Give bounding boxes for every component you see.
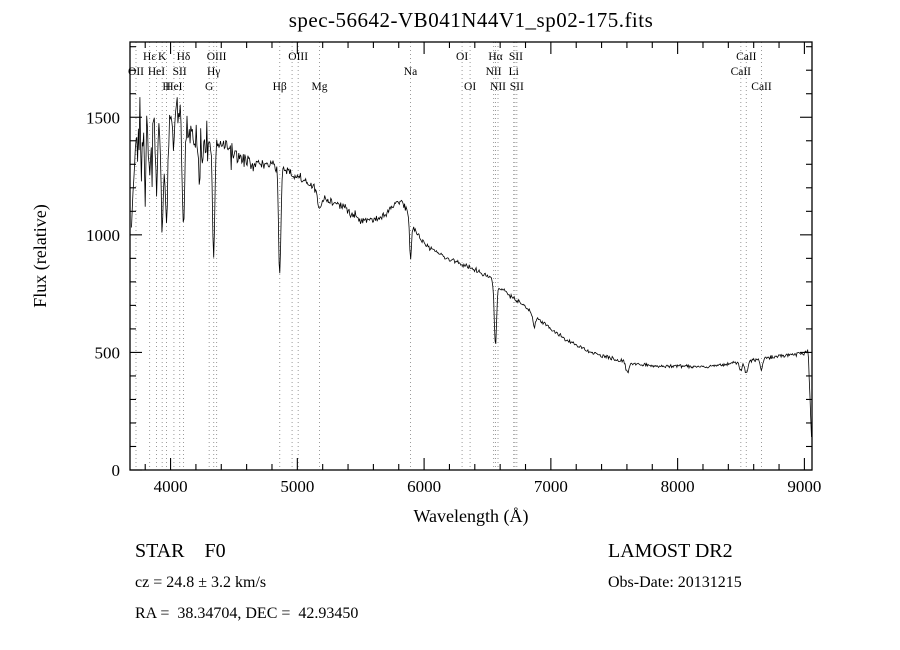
obs-date-label: Obs-Date: 20131215: [608, 574, 742, 591]
plot-frame: [129, 41, 813, 471]
spectral-line-label: G: [205, 81, 213, 93]
spectral-line-label: SII: [173, 66, 187, 78]
spectral-line-label: OII: [128, 66, 144, 78]
spectral-line-label: HeI: [148, 66, 165, 78]
x-tick-label: 9000: [787, 477, 821, 496]
spectral-line-label: HeI: [165, 81, 182, 93]
x-tick-label: 7000: [534, 477, 568, 496]
spectral-line-label: Mg: [312, 81, 328, 93]
spectral-line-label: CaII: [731, 66, 752, 78]
spectral-line-label: Hε: [143, 51, 156, 63]
plot-title: spec-56642-VB041N44V1_sp02-175.fits: [288, 8, 654, 32]
spectral-line-label: CaII: [736, 51, 757, 63]
spectral-line-label: Na: [404, 66, 417, 78]
spectral-line-label: OIII: [288, 51, 308, 63]
y-tick-label: 0: [112, 461, 121, 480]
spectral-line-label: K: [158, 51, 167, 63]
y-tick-label: 500: [95, 343, 121, 362]
spectral-line-label: SII: [510, 81, 524, 93]
spectrum-line: [131, 97, 812, 438]
spectral-line-label: Hγ: [207, 66, 220, 78]
x-tick-label: 8000: [661, 477, 695, 496]
spectral-line-label: H: [162, 81, 170, 93]
y-tick-label: 1500: [86, 108, 120, 127]
spectral-line-label: OI: [456, 51, 468, 63]
spectral-line-label: Hβ: [273, 81, 287, 93]
survey-label: LAMOST DR2: [608, 540, 733, 562]
x-axis-label: Wavelength (Å): [413, 506, 528, 527]
spectral-line-label: Hα: [488, 51, 502, 63]
spectral-line-label: OI: [464, 81, 476, 93]
cz-velocity-label: cz = 24.8 ± 3.2 km/s: [135, 574, 267, 591]
spectral-line-label: NII: [486, 66, 502, 78]
ra-dec-label: RA = 38.34704, DEC = 42.93450: [135, 605, 359, 622]
spectrum-chart: Hε K Hδ OIII OIII OI Hα SII CaII OII HeI SII Hγ Na NII…: [30, 41, 821, 527]
spectral-line-label: CaII: [751, 81, 772, 93]
spectral-line-label: OIII: [207, 51, 227, 63]
x-tick-label: 5000: [280, 477, 314, 496]
x-tick-label: 4000: [154, 477, 188, 496]
spectral-line-label: SII: [509, 51, 523, 63]
y-axis-label: Flux (relative): [30, 204, 51, 307]
classification-label: STAR F0: [135, 540, 226, 562]
spectral-line-label: Hδ: [177, 51, 191, 63]
y-tick-label: 1000: [86, 226, 120, 245]
x-tick-label: 6000: [407, 477, 441, 496]
spectral-line-label: NII: [490, 81, 506, 93]
spectral-line-label: Li: [509, 66, 519, 78]
